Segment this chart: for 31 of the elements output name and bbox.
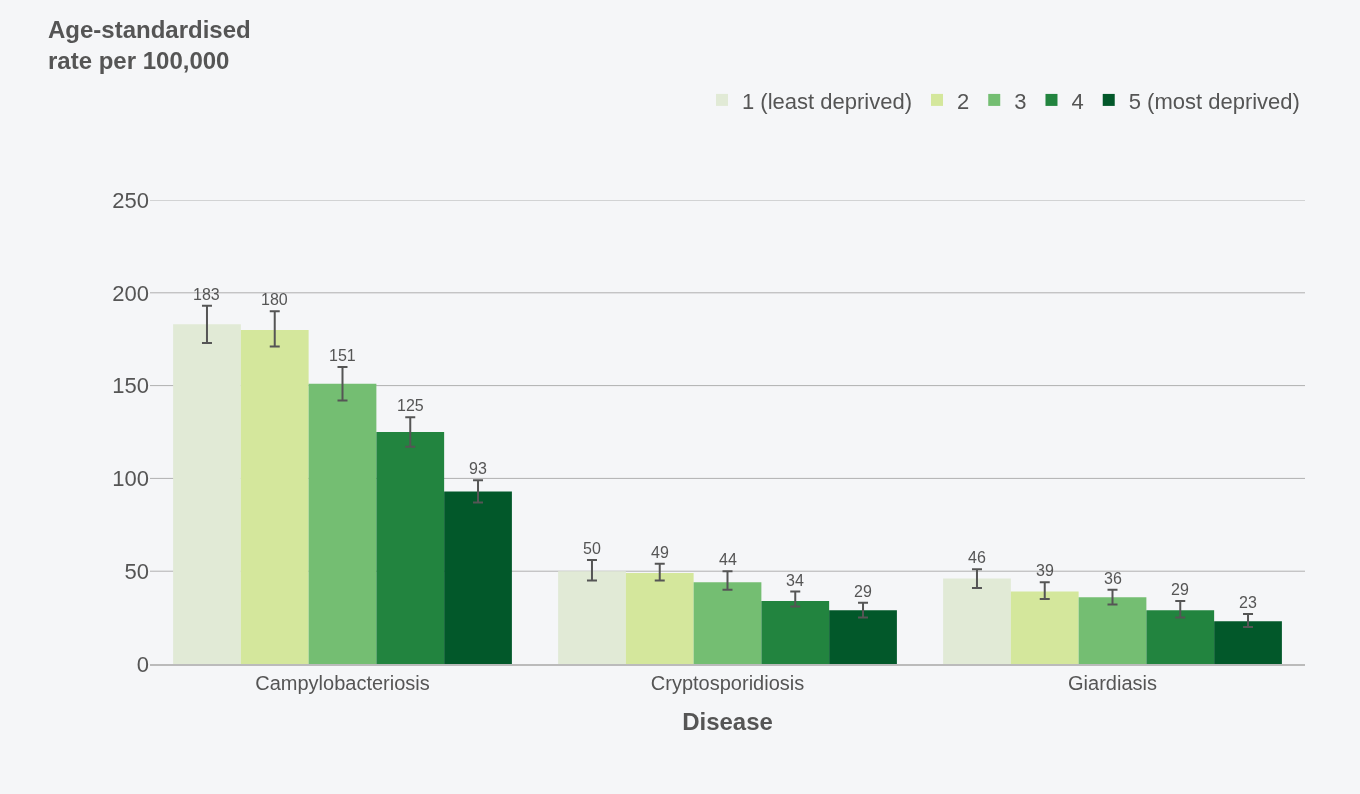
y-tick-label: 250 xyxy=(112,187,149,213)
data-label: 44 xyxy=(719,551,737,568)
y-tick-label: 50 xyxy=(124,558,149,584)
x-tick-label: Giardiasis xyxy=(1068,672,1157,694)
y-tick-label: 150 xyxy=(112,373,149,399)
data-label: 46 xyxy=(968,549,986,566)
data-label: 29 xyxy=(1171,581,1189,598)
legend-label: 1 (least deprived) xyxy=(742,88,912,114)
data-label: 49 xyxy=(651,544,669,561)
data-label: 180 xyxy=(261,291,288,308)
data-label: 39 xyxy=(1036,562,1054,579)
data-label: 50 xyxy=(583,540,601,557)
y-tick-label: 0 xyxy=(136,651,149,677)
y-tick-label: 100 xyxy=(112,466,149,492)
data-label: 93 xyxy=(469,460,487,477)
x-axis-title: Disease xyxy=(682,707,773,735)
legend-label: 3 xyxy=(1014,88,1027,114)
data-label: 36 xyxy=(1104,570,1122,587)
legend-label: 4 xyxy=(1071,88,1084,114)
data-label: 23 xyxy=(1239,594,1257,611)
data-label: 34 xyxy=(786,572,804,589)
x-tick-label: Campylobacteriosis xyxy=(255,672,430,694)
legend-label: 5 (most deprived) xyxy=(1128,88,1300,114)
data-label: 183 xyxy=(193,286,220,303)
data-label: 151 xyxy=(329,347,356,364)
y-axis-title: Age-standardised rate per 100,000 xyxy=(48,16,251,75)
legend-label: 2 xyxy=(956,88,970,114)
x-tick-label: Cryptosporidiosis xyxy=(650,672,805,694)
data-label: 29 xyxy=(854,583,872,600)
y-tick-label: 200 xyxy=(112,280,149,306)
data-label: 125 xyxy=(397,397,424,414)
